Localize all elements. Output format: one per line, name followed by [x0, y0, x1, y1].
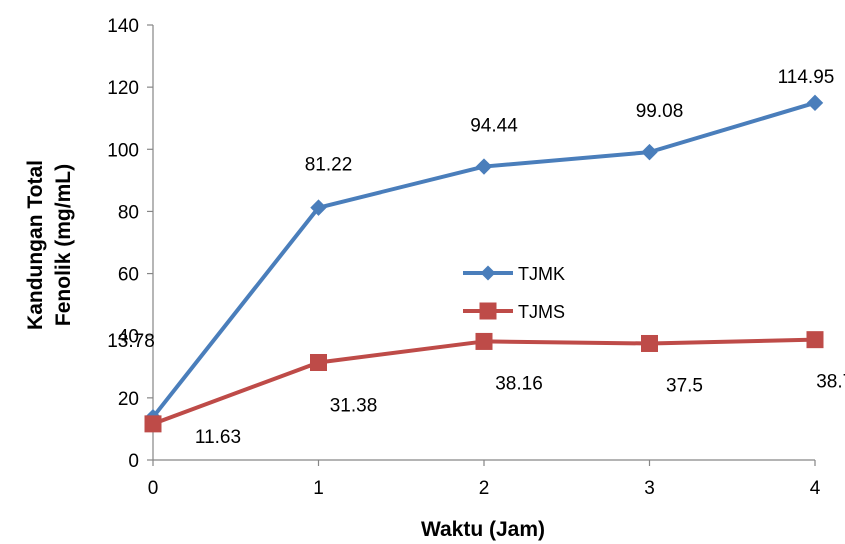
point-tjms-0: [144, 415, 162, 433]
x-tick-label-1: 1: [313, 478, 324, 499]
series-line-tjms: [152, 337, 816, 426]
point-tjmk-2: [475, 158, 493, 175]
point-tjmk-4: [806, 94, 824, 112]
y-tick-labels: 0 20 40 60 80 100 120 140: [107, 16, 139, 472]
series-line-tjmk: [151, 100, 816, 419]
legend-item-tjmk: TJMK: [463, 264, 565, 284]
point-tjms-4: [806, 331, 824, 349]
x-tick-label-0: 0: [148, 478, 159, 499]
data-label-tjmk-3: 99.08: [636, 101, 684, 122]
series-tjmk: [144, 94, 824, 426]
y-tick-label-140: 140: [107, 16, 139, 37]
y-tick-label-20: 20: [118, 389, 139, 410]
point-tjmk-1: [310, 199, 327, 216]
data-label-tjmk-2: 94.44: [470, 116, 518, 137]
legend-marker-tjms: [479, 302, 497, 320]
data-label-tjms-2: 38.16: [495, 373, 543, 394]
x-axis-title: Waktu (Jam): [421, 518, 545, 541]
data-label-tjms-1: 31.38: [330, 395, 378, 416]
y-tick-label-40: 40: [118, 327, 139, 348]
point-tjms-2: [475, 332, 493, 350]
x-tick-label-3: 3: [644, 478, 655, 499]
y-tick-label-80: 80: [118, 202, 139, 223]
data-label-tjms-4: 38.73: [816, 372, 845, 393]
point-tjms-3: [641, 334, 658, 352]
series-layer: [144, 94, 824, 433]
legend-label-tjmk: TJMK: [518, 264, 565, 284]
x-tick-label-2: 2: [479, 478, 490, 499]
data-labels: 13.78 81.22 94.44 99.08 114.95 11.63 31.38 38.1…: [107, 67, 845, 448]
y-tick-label-0: 0: [128, 451, 139, 472]
legend: TJMK TJMS: [463, 264, 565, 322]
series-tjms: [144, 331, 824, 433]
data-label-tjmk-0: 13.78: [107, 331, 155, 352]
y-axis-title-line-1: Kandungan Total: [24, 160, 47, 330]
data-label-tjms-0: 11.63: [195, 427, 241, 448]
legend-label-tjms: TJMS: [518, 302, 565, 322]
y-tick-label-100: 100: [107, 140, 139, 161]
point-tjms-1: [310, 353, 327, 371]
data-label-tjmk-4: 114.95: [778, 67, 835, 88]
data-label-tjms-3: 37.5: [666, 375, 703, 396]
axes: [147, 24, 816, 466]
data-label-tjmk-1: 81.22: [305, 155, 353, 176]
y-axis-title-line-2: Fenolik (mg/mL): [52, 164, 75, 326]
legend-item-tjms: TJMS: [463, 302, 565, 322]
x-tick-label-4: 4: [810, 478, 821, 499]
point-tjmk-3: [641, 143, 658, 161]
legend-marker-tjmk: [480, 265, 496, 281]
y-tick-label-120: 120: [107, 78, 139, 99]
y-axis-title: Kandungan Total Fenolik (mg/mL): [24, 160, 75, 330]
x-tick-labels: 0 1 2 3 4: [148, 478, 821, 499]
y-tick-label-60: 60: [118, 265, 139, 286]
